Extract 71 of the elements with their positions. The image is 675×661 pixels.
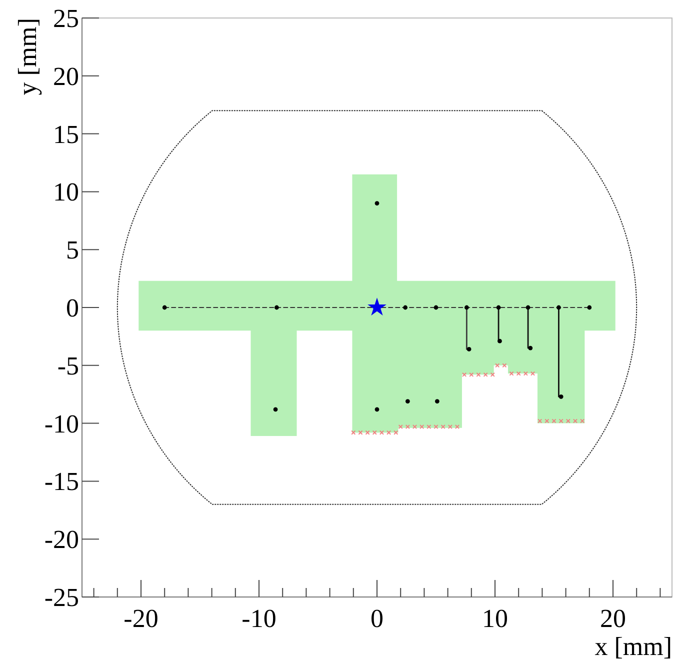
point: [496, 305, 501, 310]
y-tick-label: -15: [44, 467, 79, 496]
x-tick-label: 20: [600, 604, 626, 633]
point: [440, 424, 446, 430]
point: [502, 363, 507, 368]
point: [398, 424, 403, 430]
point: [509, 371, 514, 376]
point: [516, 371, 521, 376]
point: [358, 430, 363, 435]
point: [405, 399, 410, 404]
point: [476, 372, 481, 377]
x-tick-label: -20: [124, 604, 158, 633]
y-tick-label: 25: [53, 4, 79, 33]
point: [558, 394, 564, 399]
point: [483, 372, 488, 377]
point: [162, 305, 167, 310]
point: [466, 346, 472, 352]
point: [498, 338, 502, 344]
point: [274, 305, 279, 310]
point: [365, 430, 370, 435]
point: [434, 305, 438, 310]
point: [552, 418, 556, 424]
point: [426, 424, 432, 430]
point: [368, 298, 386, 316]
point: [374, 407, 380, 412]
point: [526, 305, 530, 310]
x-axis-title: x [mm]: [594, 632, 672, 661]
point: [530, 371, 536, 376]
point: [394, 430, 398, 435]
point: [538, 418, 542, 424]
y-axis-title: y [mm]: [13, 18, 42, 96]
point: [434, 399, 440, 404]
point: [490, 372, 495, 377]
point: [386, 430, 392, 435]
x-tick-label: -10: [242, 604, 276, 633]
point: [587, 305, 592, 310]
point: [566, 418, 570, 424]
point: [372, 430, 377, 435]
point: [273, 407, 278, 412]
y-tick-label: -20: [44, 525, 79, 554]
y-tick-label: -5: [57, 351, 79, 380]
y-tick-label: -10: [44, 409, 79, 438]
point: [556, 305, 561, 310]
y-tick-label: 10: [53, 178, 79, 207]
point: [544, 418, 550, 424]
point: [405, 424, 410, 430]
point: [464, 305, 469, 310]
point: [572, 418, 578, 424]
y-tick-label: 0: [66, 294, 79, 322]
point: [374, 201, 380, 206]
point: [469, 372, 474, 377]
point: [420, 424, 424, 430]
point: [462, 372, 467, 377]
x-tick-label: 0: [370, 604, 384, 633]
point: [528, 346, 533, 350]
point: [454, 424, 460, 430]
point: [403, 305, 408, 310]
y-tick-label: 15: [53, 120, 79, 149]
point: [580, 418, 585, 424]
y-tick-label: 5: [66, 236, 79, 265]
point: [351, 430, 356, 435]
y-tick-label: -25: [44, 583, 79, 612]
point: [412, 424, 418, 430]
point: [558, 418, 564, 424]
point: [448, 424, 452, 430]
y-tick-label: 20: [53, 62, 79, 91]
point: [523, 371, 528, 376]
point: [495, 363, 500, 368]
x-tick-label: 10: [482, 604, 508, 633]
point: [434, 424, 438, 430]
point: [379, 430, 384, 435]
